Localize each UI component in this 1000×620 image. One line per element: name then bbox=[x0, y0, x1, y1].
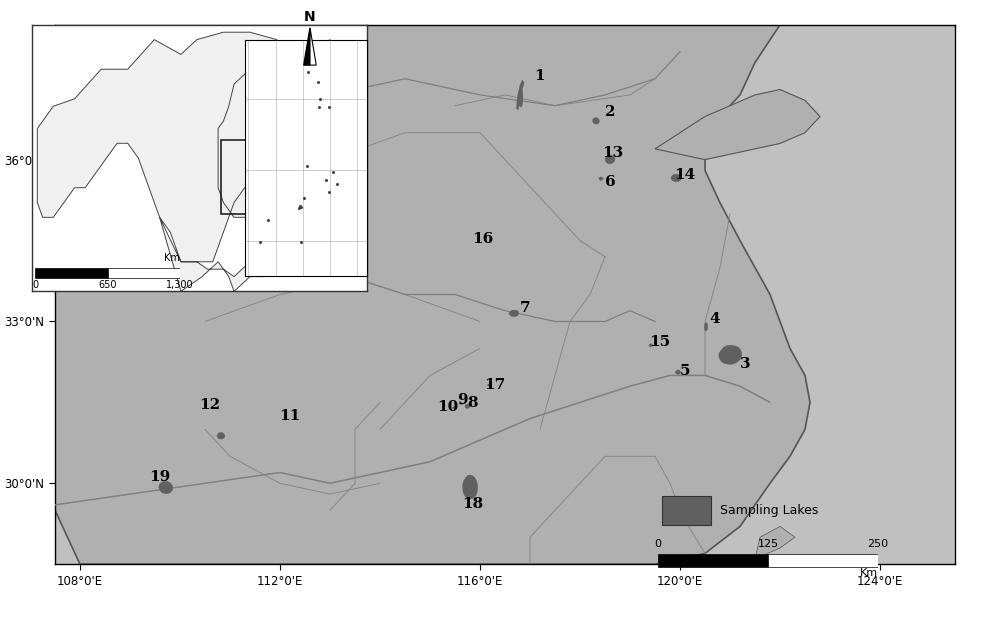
Polygon shape bbox=[462, 475, 478, 499]
Polygon shape bbox=[310, 28, 316, 65]
Text: 2: 2 bbox=[605, 105, 615, 119]
Polygon shape bbox=[453, 407, 456, 409]
Text: Km: Km bbox=[164, 254, 180, 264]
Text: 18: 18 bbox=[462, 497, 483, 511]
Text: 5: 5 bbox=[680, 364, 690, 378]
Text: 3: 3 bbox=[740, 356, 750, 371]
Text: 6: 6 bbox=[605, 175, 615, 189]
Text: 125: 125 bbox=[757, 539, 779, 549]
Polygon shape bbox=[217, 433, 225, 439]
Text: 0: 0 bbox=[654, 539, 662, 549]
Polygon shape bbox=[460, 402, 462, 405]
Polygon shape bbox=[765, 564, 795, 591]
Text: 10: 10 bbox=[437, 400, 458, 414]
Polygon shape bbox=[37, 32, 367, 291]
Bar bbox=[658, 554, 768, 567]
Text: 14: 14 bbox=[674, 168, 696, 182]
Polygon shape bbox=[671, 174, 681, 182]
Text: 19: 19 bbox=[149, 470, 171, 484]
Text: 7: 7 bbox=[520, 301, 530, 315]
Bar bbox=[221, 140, 314, 214]
Text: 4: 4 bbox=[710, 312, 720, 326]
Text: 8: 8 bbox=[467, 396, 478, 410]
Polygon shape bbox=[593, 118, 599, 124]
Polygon shape bbox=[719, 345, 742, 365]
Text: 1: 1 bbox=[535, 69, 545, 83]
Polygon shape bbox=[655, 89, 820, 160]
Text: Sampling Lakes: Sampling Lakes bbox=[720, 504, 818, 517]
Polygon shape bbox=[509, 310, 519, 317]
Text: 12: 12 bbox=[199, 398, 221, 412]
Text: 650: 650 bbox=[98, 280, 117, 290]
Bar bbox=[768, 554, 878, 567]
Polygon shape bbox=[599, 177, 603, 180]
Polygon shape bbox=[465, 404, 470, 409]
Text: 11: 11 bbox=[279, 409, 301, 423]
Text: 1,300: 1,300 bbox=[166, 280, 194, 290]
Polygon shape bbox=[676, 370, 681, 374]
Text: 15: 15 bbox=[649, 335, 671, 349]
Polygon shape bbox=[304, 28, 310, 65]
Text: 9: 9 bbox=[457, 392, 468, 407]
Text: N: N bbox=[304, 10, 316, 24]
Text: 13: 13 bbox=[602, 146, 623, 160]
Text: 0: 0 bbox=[32, 280, 38, 290]
Bar bbox=[662, 496, 711, 525]
Polygon shape bbox=[649, 343, 653, 347]
Text: 250: 250 bbox=[867, 539, 889, 549]
Polygon shape bbox=[516, 80, 524, 110]
Polygon shape bbox=[755, 526, 795, 559]
Polygon shape bbox=[704, 322, 708, 331]
Polygon shape bbox=[159, 481, 173, 494]
Bar bbox=[108, 268, 180, 278]
Polygon shape bbox=[55, 25, 810, 564]
Polygon shape bbox=[605, 155, 615, 164]
Bar bbox=[35, 268, 108, 278]
Polygon shape bbox=[519, 89, 523, 107]
Polygon shape bbox=[488, 384, 490, 386]
Text: 16: 16 bbox=[472, 232, 493, 247]
Text: Km: Km bbox=[860, 568, 878, 578]
Text: 17: 17 bbox=[484, 378, 506, 392]
